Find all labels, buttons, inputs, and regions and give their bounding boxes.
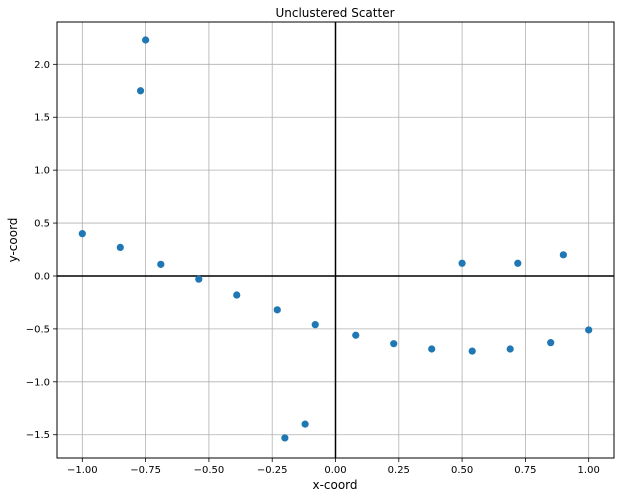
y-tick-label: 0.0 — [34, 271, 50, 282]
data-points — [78, 36, 593, 442]
data-point — [458, 259, 466, 267]
data-point — [142, 36, 150, 44]
x-axis-label: x-coord — [312, 478, 357, 492]
data-point — [301, 420, 309, 428]
x-tick-label: 1.00 — [578, 465, 600, 476]
data-point — [428, 345, 436, 353]
x-tick-label: −0.25 — [257, 465, 288, 476]
x-tick-label: −0.75 — [130, 465, 161, 476]
data-point — [585, 326, 593, 334]
data-point — [547, 339, 555, 347]
x-tick-label: −1.00 — [67, 465, 98, 476]
chart-title: Unclustered Scatter — [275, 6, 394, 20]
data-point — [195, 275, 203, 283]
data-point — [281, 434, 289, 442]
data-point — [233, 291, 241, 299]
x-tick-label: 0.25 — [388, 465, 410, 476]
ticks: −1.00 −0.75 −0.50 −0.25 0.00 0.25 0.50 0.75 1.00… — [26, 60, 600, 476]
data-point — [352, 331, 360, 339]
y-tick-label: −1.5 — [26, 430, 50, 441]
data-point — [311, 321, 319, 329]
data-point — [78, 230, 86, 238]
y-tick-label: −0.5 — [26, 324, 50, 335]
x-tick-label: 0.75 — [514, 465, 536, 476]
data-point — [157, 260, 165, 268]
y-axis-label: y-coord — [6, 218, 20, 263]
zero-lines — [57, 22, 614, 458]
data-point — [559, 251, 567, 259]
y-tick-label: −1.0 — [26, 377, 50, 388]
data-point — [116, 243, 124, 252]
data-point — [506, 345, 514, 353]
x-tick-label: −0.50 — [194, 465, 225, 476]
y-tick-label: 1.0 — [34, 166, 50, 177]
x-tick-label: 0.50 — [451, 465, 473, 476]
data-point — [468, 347, 476, 355]
data-point — [514, 259, 522, 267]
data-point — [273, 306, 281, 314]
y-tick-label: 1.5 — [34, 113, 50, 124]
y-tick-label: 2.0 — [34, 60, 50, 71]
y-tick-label: 0.5 — [34, 219, 50, 230]
x-tick-label: 0.00 — [324, 465, 346, 476]
data-point — [390, 340, 398, 348]
data-point — [136, 87, 145, 95]
